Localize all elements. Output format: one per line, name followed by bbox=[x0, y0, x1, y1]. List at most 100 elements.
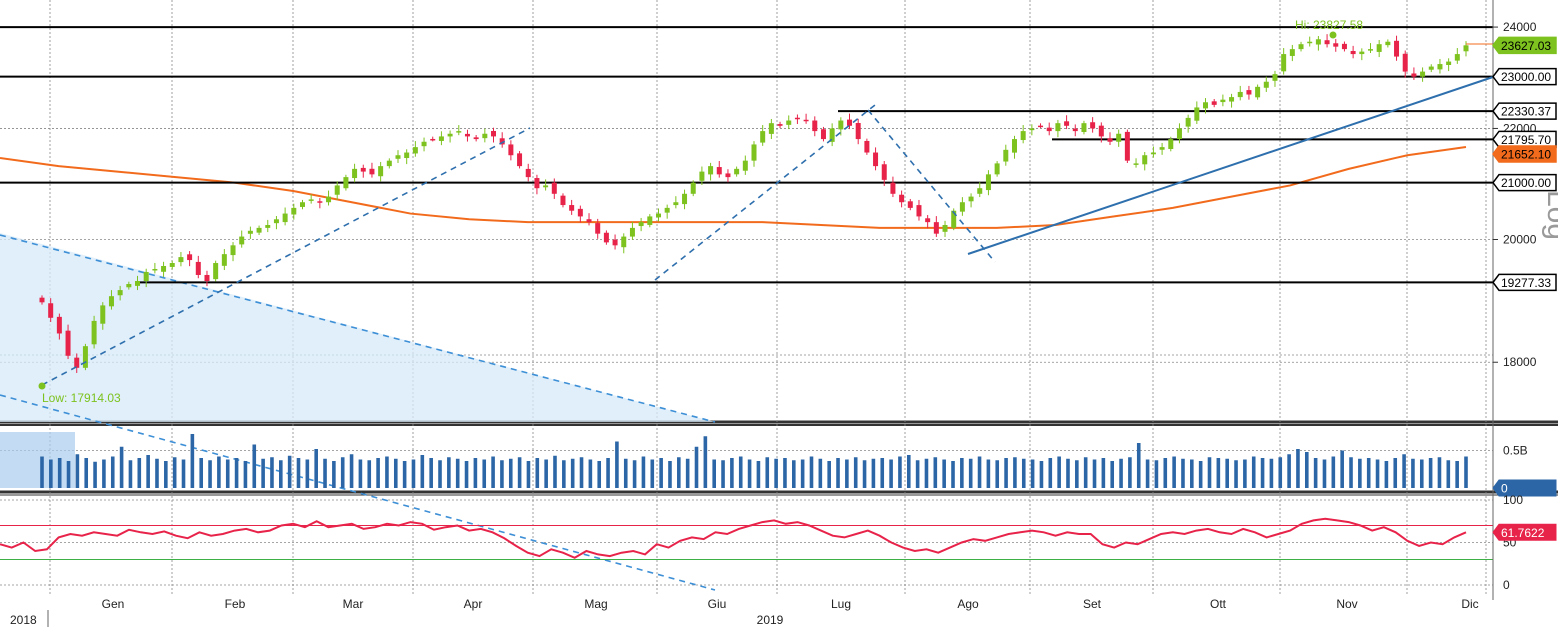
volume-bar bbox=[296, 458, 301, 488]
candle-body bbox=[438, 136, 444, 141]
candle-body bbox=[916, 205, 922, 217]
volume-bar bbox=[217, 456, 221, 488]
candle-body bbox=[308, 199, 314, 201]
candle-body bbox=[725, 173, 731, 178]
volume-bar bbox=[1066, 458, 1070, 488]
volume-bar bbox=[915, 460, 920, 488]
candle-body bbox=[1255, 86, 1261, 98]
volume-bar bbox=[1243, 459, 1247, 488]
volume-panel bbox=[0, 432, 1468, 488]
volume-bar bbox=[49, 459, 53, 488]
candle-body bbox=[326, 196, 332, 203]
candle-body bbox=[1359, 51, 1365, 55]
volume-bar bbox=[906, 455, 911, 488]
candle-body bbox=[1307, 41, 1313, 44]
volume-bar bbox=[1437, 457, 1442, 488]
volume-bar bbox=[429, 458, 433, 488]
volume-bar bbox=[1234, 460, 1238, 488]
uptrend-line bbox=[967, 76, 1494, 255]
price-tag-label: 21000.00 bbox=[1501, 176, 1551, 190]
volume-bar bbox=[1119, 458, 1123, 488]
volume-bar bbox=[1110, 461, 1115, 488]
volume-bar bbox=[75, 454, 80, 488]
candle-body bbox=[187, 254, 193, 261]
candle-body bbox=[464, 133, 470, 137]
volume-bar bbox=[1075, 460, 1079, 488]
volume-bar bbox=[447, 457, 451, 488]
dashed-trendline bbox=[654, 104, 876, 281]
candle-body bbox=[178, 257, 184, 263]
volume-bar bbox=[482, 459, 487, 488]
price-tag bbox=[1492, 130, 1557, 149]
volume-bar bbox=[562, 460, 566, 488]
volume-bar bbox=[623, 458, 628, 488]
volume-bar bbox=[730, 458, 734, 488]
volume-bar bbox=[1455, 461, 1459, 488]
candle-body bbox=[282, 213, 288, 223]
volume-bar bbox=[721, 460, 725, 488]
volume-bar bbox=[1128, 457, 1132, 488]
volume-bar bbox=[1101, 458, 1106, 488]
candle-body bbox=[959, 202, 965, 212]
volume-bar bbox=[420, 455, 425, 488]
candle-body bbox=[74, 357, 80, 368]
volume-tick-label: 0.5B bbox=[1503, 444, 1528, 458]
candle-body bbox=[473, 137, 479, 140]
candle-body bbox=[629, 227, 635, 237]
volume-bar bbox=[1207, 457, 1212, 488]
candle-body bbox=[577, 208, 583, 217]
volume-bar bbox=[473, 458, 478, 488]
x-tick-label: Dic bbox=[1461, 597, 1478, 611]
candle-body bbox=[1411, 73, 1417, 77]
candle-body bbox=[1090, 122, 1096, 129]
candle-body bbox=[334, 185, 340, 195]
volume-bar bbox=[225, 459, 230, 488]
volume-bar bbox=[862, 460, 867, 488]
candle-body bbox=[673, 202, 679, 206]
candle-body bbox=[230, 245, 236, 256]
volume-bar bbox=[40, 456, 44, 488]
volume-bar bbox=[526, 461, 531, 488]
candle-body bbox=[890, 182, 896, 194]
volume-bar bbox=[252, 444, 257, 488]
candle-body bbox=[100, 305, 106, 324]
volume-bar bbox=[1331, 456, 1336, 488]
volume-bar bbox=[491, 456, 495, 488]
candle-body bbox=[655, 213, 661, 218]
candle-body bbox=[942, 225, 948, 232]
candle-body bbox=[1142, 155, 1148, 165]
candle-body bbox=[751, 144, 757, 161]
candle-body bbox=[1133, 163, 1139, 165]
volume-bar bbox=[367, 460, 372, 488]
candle-body bbox=[56, 316, 62, 334]
high-marker bbox=[1329, 31, 1337, 39]
volume-bar bbox=[508, 458, 513, 488]
volume-bar bbox=[1092, 459, 1097, 488]
volume-bar bbox=[438, 460, 442, 488]
volume-bar bbox=[544, 459, 548, 488]
candle-body bbox=[48, 303, 54, 318]
candle-body bbox=[690, 182, 696, 194]
candle-body bbox=[647, 216, 653, 225]
candle-body bbox=[1263, 81, 1269, 88]
candle-body bbox=[221, 254, 227, 266]
candle-body bbox=[1150, 152, 1156, 155]
volume-bar bbox=[1216, 458, 1221, 488]
candle-body bbox=[1420, 71, 1426, 77]
volume-bar bbox=[1172, 456, 1176, 488]
candle-body bbox=[968, 196, 974, 202]
candle-body bbox=[1098, 125, 1104, 137]
candle-body bbox=[1463, 45, 1469, 52]
dashed-trendline bbox=[0, 394, 716, 591]
candle-body bbox=[638, 222, 644, 227]
candle-body bbox=[421, 141, 427, 147]
candle-body bbox=[1341, 43, 1347, 50]
y-tick-label: 20000 bbox=[1503, 232, 1537, 246]
x-tick-label: Gen bbox=[102, 597, 125, 611]
candle-body bbox=[273, 219, 279, 224]
volume-bar bbox=[1349, 457, 1353, 488]
candle-body bbox=[1289, 49, 1295, 56]
volume-bar bbox=[960, 458, 964, 488]
volume-bar bbox=[243, 461, 248, 488]
